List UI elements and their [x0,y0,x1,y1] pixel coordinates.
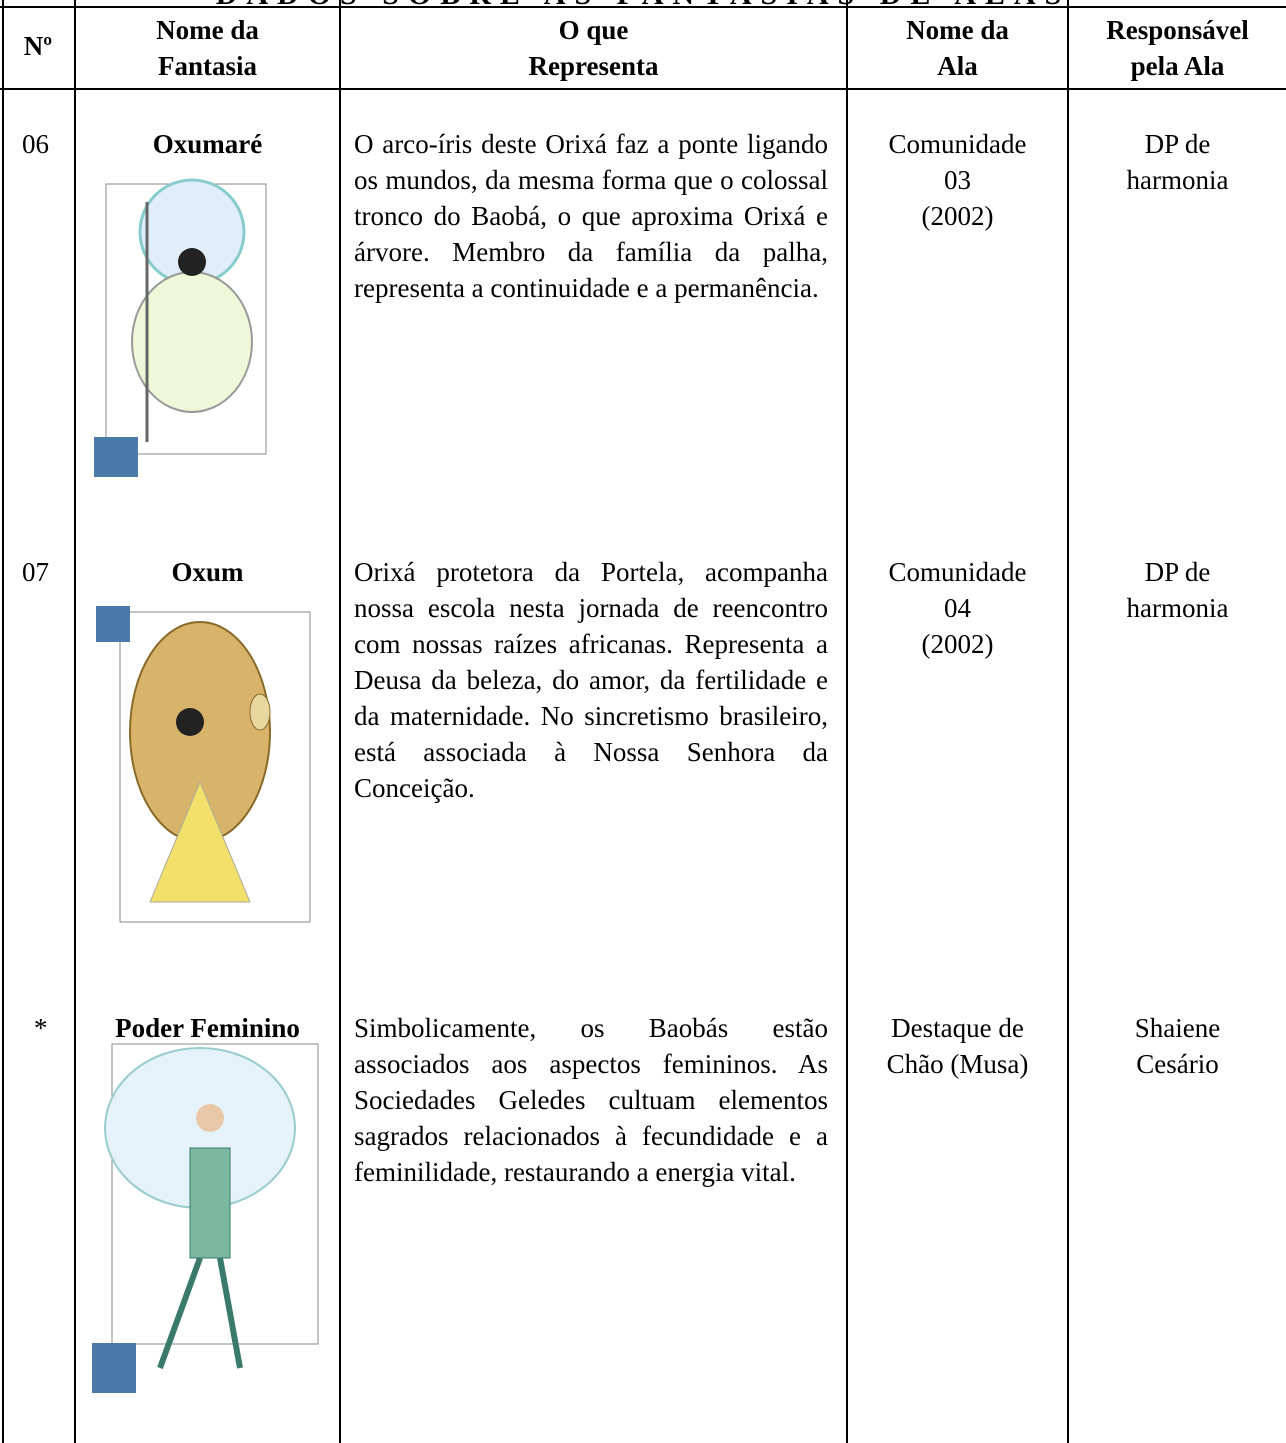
column-header: Nome da Ala [848,12,1067,84]
responsible: Shaiene Cesário [1069,1010,1286,1082]
header-line: pela Ala [1130,51,1225,81]
costume-sketch [94,178,267,477]
rule [339,0,341,1443]
ala-line: Comunidade [888,129,1027,159]
ala-line: (2002) [921,629,994,659]
costume-sketch [92,1043,319,1393]
rule [0,6,1286,8]
header-line: Representa [528,51,659,81]
rule [74,0,76,1443]
column-header: Nº [2,28,74,64]
row-number: 07 [22,557,49,587]
costume-name: Oxum [171,557,244,587]
column-header: O que Representa [341,12,846,84]
header-line: Nome da [156,15,259,45]
ala-line: Comunidade [888,557,1027,587]
ala-line: 04 [944,593,971,623]
rule [846,0,848,1443]
ala-line: (2002) [921,201,994,231]
responsible-line: Shaiene [1134,1013,1221,1043]
responsible-line: harmonia [1126,165,1229,195]
responsible-line: harmonia [1126,593,1229,623]
responsible: DP de harmonia [1069,554,1286,626]
costume-sketch [96,606,311,923]
description: Orixá protetora da Portela, acompanha no… [354,557,828,803]
responsible-line: DP de [1144,557,1211,587]
row-number: 06 [22,129,49,159]
ala-name: Destaque de Chão (Musa) [848,1010,1067,1082]
responsible-line: DP de [1144,129,1211,159]
costume-name: Oxumaré [152,129,263,159]
header-line: O que [558,15,629,45]
description: O arco-íris deste Orixá faz a ponte liga… [354,129,828,303]
description: Simbolicamente, os Baobás estão associad… [354,1013,828,1187]
document-title: DADOS SOBRE AS FANTASIAS DE ALAS [0,0,1286,12]
ala-line: Destaque de [891,1013,1024,1043]
ala-line: 03 [944,165,971,195]
column-header: Responsável pela Ala [1069,12,1286,84]
header-line: Responsável [1106,15,1249,45]
rule [1067,0,1069,1443]
column-header: Nome da Fantasia [76,12,339,84]
header-line: Ala [937,51,978,81]
rule [0,88,1286,90]
responsible-line: Cesário [1136,1049,1219,1079]
costume-name: Poder Feminino [115,1013,300,1043]
header-line: Fantasia [157,51,257,81]
row-number: * [34,1013,48,1043]
responsible: DP de harmonia [1069,126,1286,198]
header-line: Nº [23,31,53,61]
ala-name: Comunidade 03 (2002) [848,126,1067,234]
ala-name: Comunidade 04 (2002) [848,554,1067,662]
rule [2,0,4,1443]
header-line: Nome da [906,15,1009,45]
ala-line: Chão (Musa) [886,1049,1029,1079]
